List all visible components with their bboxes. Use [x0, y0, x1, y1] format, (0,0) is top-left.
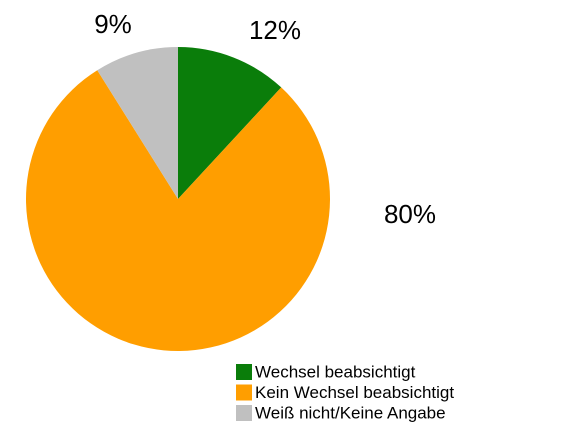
data-label: 80%: [384, 199, 436, 229]
legend-label: Weiß nicht/Keine Angabe: [255, 403, 446, 422]
pie-slice: [97, 47, 178, 199]
data-label: 9%: [94, 9, 132, 39]
legend-swatch: [236, 384, 252, 401]
legend-swatch: [236, 364, 252, 380]
data-label: 12%: [249, 15, 301, 45]
pie-slice: [178, 47, 282, 199]
pie-slice: [26, 70, 331, 352]
legend-label: Wechsel beabsichtigt: [255, 362, 416, 381]
legend-swatch: [236, 405, 252, 421]
legend-label: Kein Wechsel beabsichtigt: [255, 383, 454, 402]
